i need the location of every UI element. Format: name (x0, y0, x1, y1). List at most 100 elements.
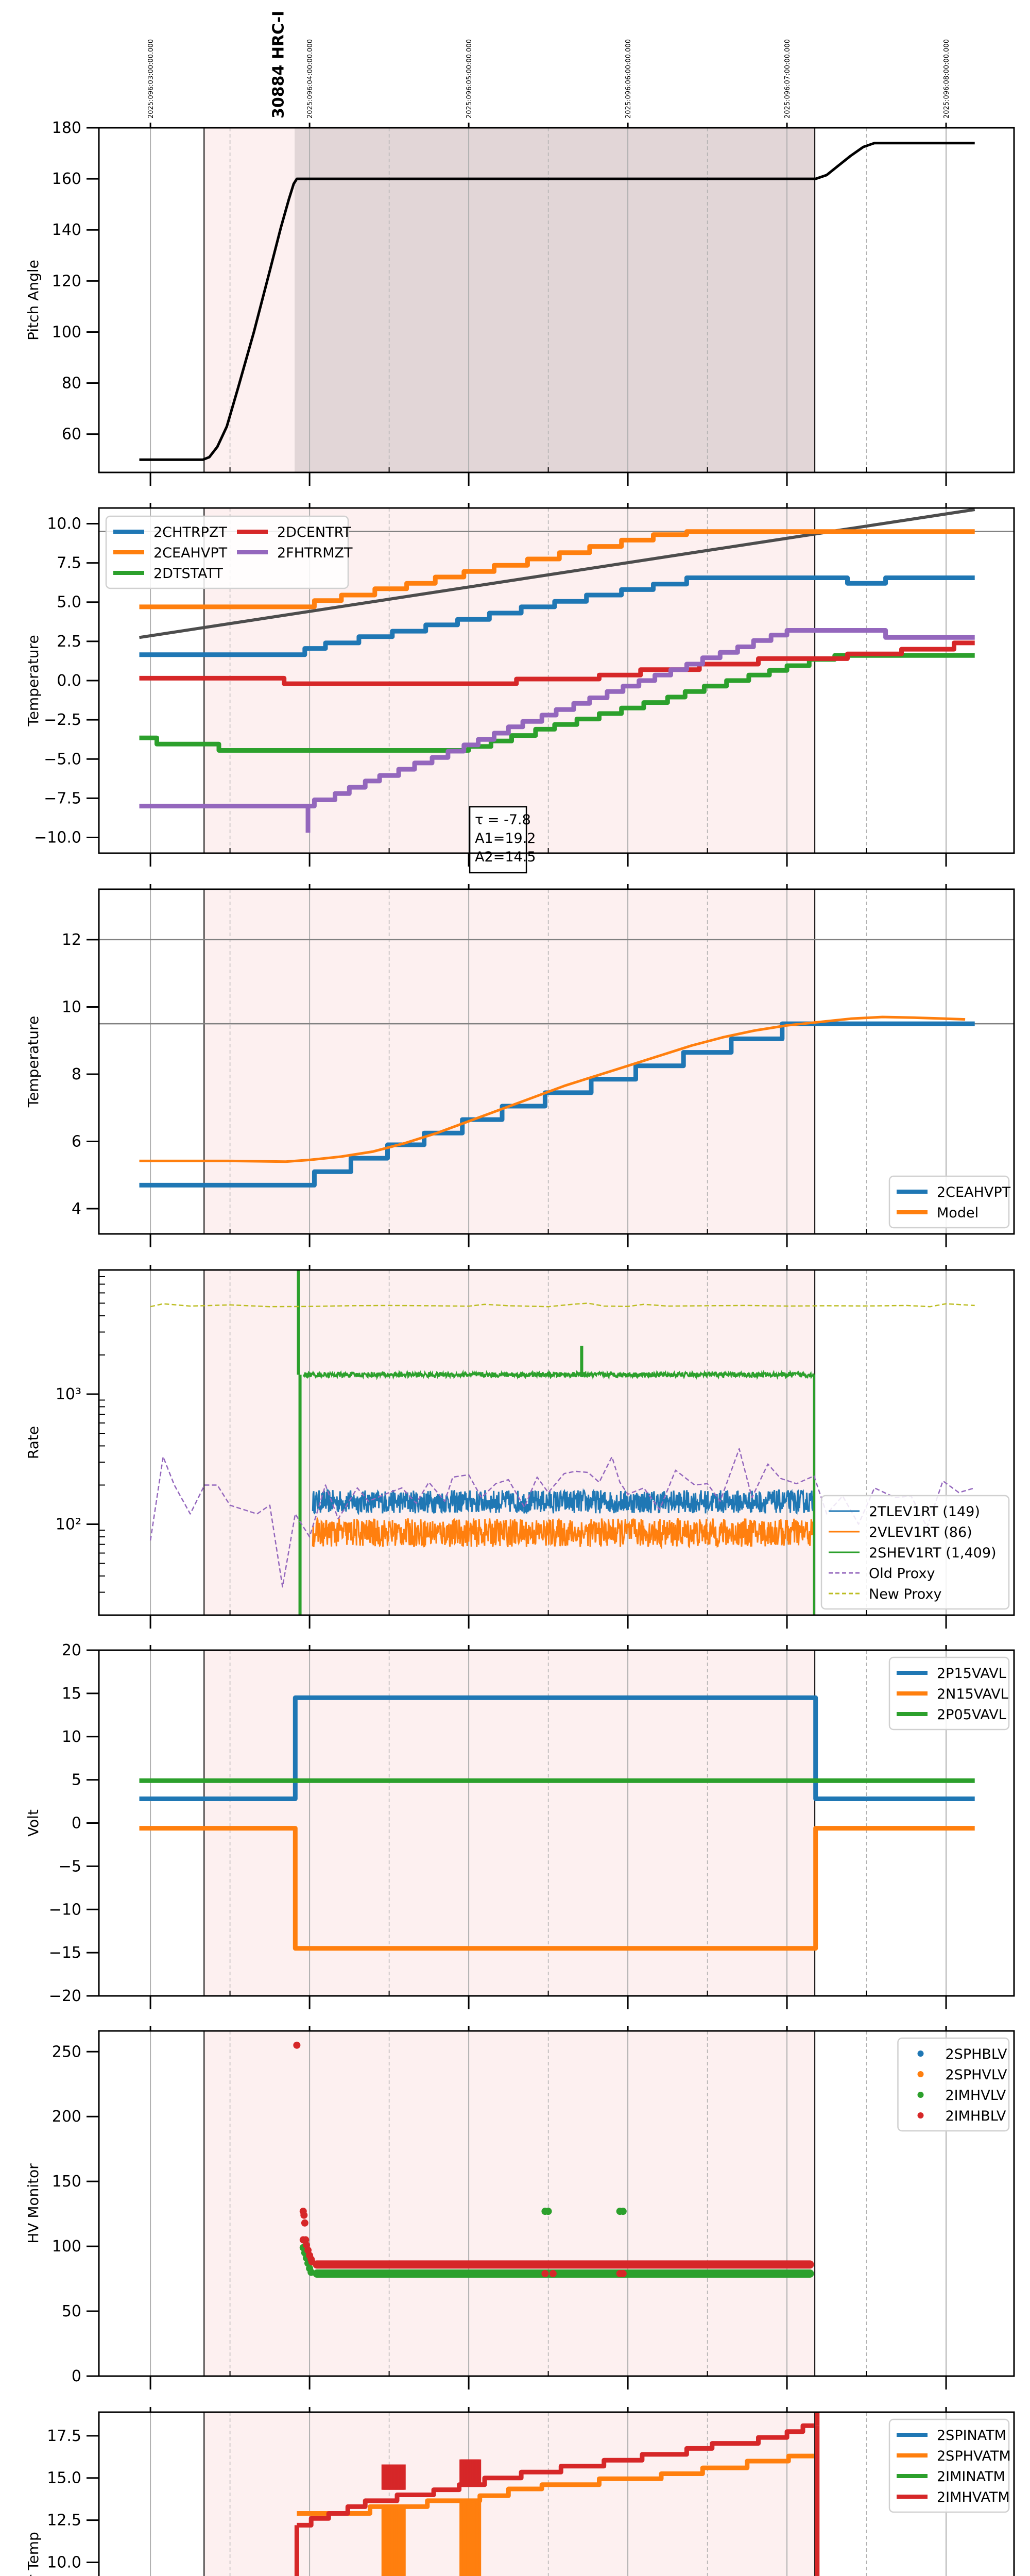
panel-volt: −20−15−10−505101520Volt2P15VAVL2N15VAVL2… (25, 1641, 1015, 2009)
legend-label: 2SPINATM (937, 2428, 1006, 2444)
legend-label: 2CEAHVPT (153, 545, 228, 561)
y-axis-label: Temperature (25, 635, 42, 726)
series-line-new (150, 1302, 975, 1308)
series-group (293, 2041, 814, 2278)
series-step-2dcentrt (139, 640, 975, 686)
observation-shading (204, 1270, 815, 1615)
legend-label: 2CEAHVPT (937, 1184, 1011, 1200)
series-step-2ceahvpt (139, 529, 975, 609)
legend-label: 2N15VAVL (937, 1686, 1008, 1702)
series-step-2sphvatm (297, 2453, 814, 2516)
y-tick-label: 0.0 (57, 672, 81, 690)
series-line-old (149, 1448, 975, 1588)
legend-label: 2SPHBLV (946, 2046, 1008, 2062)
scatter-point (293, 2041, 301, 2049)
series-group (139, 1695, 975, 1951)
scatter-point (619, 2270, 627, 2278)
top-timestamp: 2025:096:08:00:00.000 (943, 39, 951, 118)
y-tick-label: 10.0 (47, 515, 81, 533)
y-tick-label: 5.0 (57, 594, 81, 612)
axes-frame (98, 2411, 1015, 2576)
top-timestamp: 2025:096:06:00:00.000 (625, 39, 632, 118)
series-step-2ceahvpt (139, 1021, 975, 1188)
y-tick-label: −7.5 (44, 789, 81, 807)
legend-marker (917, 2112, 924, 2119)
legend-label: 2TLEV1RT (149) (869, 1504, 980, 1520)
axes-frame (98, 127, 1015, 473)
y-tick-label: 10² (56, 1515, 81, 1533)
series-group (139, 1015, 975, 1188)
maneuver-shading (295, 128, 815, 472)
series-step-2chtrpzt (139, 575, 975, 657)
y-axis-label: Pitch Angle (25, 260, 42, 341)
y-tick-label: 0 (72, 2367, 81, 2385)
y-axis-label: Volt (25, 1809, 42, 1837)
series-step-2p15vavl (139, 1695, 975, 1801)
top-timestamp: 2025:096:05:00:00.000 (466, 39, 473, 118)
observation-shading (204, 1650, 815, 1996)
y-tick-label: 15 (62, 1685, 81, 1703)
panel-rate: 10² 10³ Rate 2TLEV1RT (149) 2VLEV1RT (86) 2SH… (25, 1265, 1015, 1629)
y-tick-label: 8 (72, 1065, 81, 1083)
legend: 2SPHBLV 2SPHVLV 2IMHVLV 2IMHBLV (897, 2037, 1010, 2132)
series-noise-2vlev1rt (312, 1516, 815, 1550)
series-step-2n15vavl (139, 1826, 975, 1951)
legend-label: New Proxy (869, 1586, 941, 1602)
axes-frame (98, 1269, 1015, 1616)
y-tick-label: 10³ (56, 1385, 81, 1403)
y-axis-label: Temperature (25, 1016, 42, 1108)
y-tick-label: 120 (52, 272, 81, 290)
y-tick-label: 80 (62, 375, 81, 393)
series-noise-2tlev1rt (312, 1487, 815, 1516)
y-axis-label: Rate (25, 1426, 42, 1459)
y-tick-label: −10 (49, 1901, 81, 1919)
scatter-point (549, 2270, 557, 2278)
scatter-point (544, 2208, 552, 2215)
y-tick-label: 10 (62, 998, 81, 1016)
y-tick-label: 250 (52, 2043, 81, 2061)
legend-marker (917, 2071, 924, 2077)
legend-marker (917, 2092, 924, 2098)
legend: 2TLEV1RT (149) 2VLEV1RT (86) 2SHEV1RT (1,4… (820, 1495, 1010, 1610)
series-line-pitch (139, 142, 975, 461)
y-tick-label: 160 (52, 170, 81, 188)
legend-box (888, 1656, 1010, 1731)
legend: 2CEAHVPT Model (888, 1175, 1011, 1229)
scatter-band (313, 2260, 814, 2269)
legend-box (888, 1175, 1010, 1229)
y-tick-label: −5.0 (44, 750, 81, 768)
y-axis-label: HV Monitor (25, 2163, 42, 2244)
legend: 2P15VAVL 2N15VAVL 2P05VAVL (888, 1656, 1010, 1731)
legend-label: 2SPHVLV (946, 2067, 1007, 2083)
legend-label: 2SHEV1RT (1,409) (869, 1545, 997, 1561)
y-tick-label: −20 (49, 1987, 81, 2005)
series-step-2dtstatt (139, 653, 975, 753)
top-timestamp-labels: 2025:096:03:00:00.000 2025:096:04:00:00.0… (147, 11, 951, 118)
y-tick-label: 10.0 (47, 2553, 81, 2571)
series-noise-2shev1rt (302, 1369, 815, 1381)
observation-shading (204, 889, 815, 1234)
y-tick-label: 140 (52, 221, 81, 239)
y-tick-label: 7.5 (57, 554, 81, 572)
scatter-point (301, 2219, 308, 2227)
axes-frame (98, 888, 1015, 1235)
legend-label: 2IMHBLV (946, 2108, 1006, 2124)
top-timestamp: 2025:096:07:00:00.000 (784, 39, 792, 118)
legend: 2SPINATM 2SPHVATM 2IMINATM 2IMHVATM (888, 2418, 1011, 2513)
y-tick-label: −10.0 (34, 829, 81, 847)
annotation-line: τ = -7.8 (475, 812, 531, 828)
y-tick-label: 15.0 (47, 2469, 81, 2487)
y-tick-label: 5 (72, 1771, 81, 1789)
panel-temps: τ = -7.8 A1=19.2 A2=14.5 −10.0 −7.5 −5.0 −2.5 0… (25, 503, 1015, 874)
y-tick-label: 60 (62, 426, 81, 444)
series-group (139, 142, 975, 461)
observation-shading (204, 2031, 815, 2376)
y-tick-label: −2.5 (44, 711, 81, 729)
y-axis-label: Detector Temp (25, 2532, 42, 2576)
y-tick-label: −5 (59, 1857, 81, 1875)
y-tick-label: 50 (62, 2302, 81, 2320)
y-tick-label: 6 (72, 1133, 81, 1151)
annotation-line: A1=19.2 (475, 831, 536, 846)
